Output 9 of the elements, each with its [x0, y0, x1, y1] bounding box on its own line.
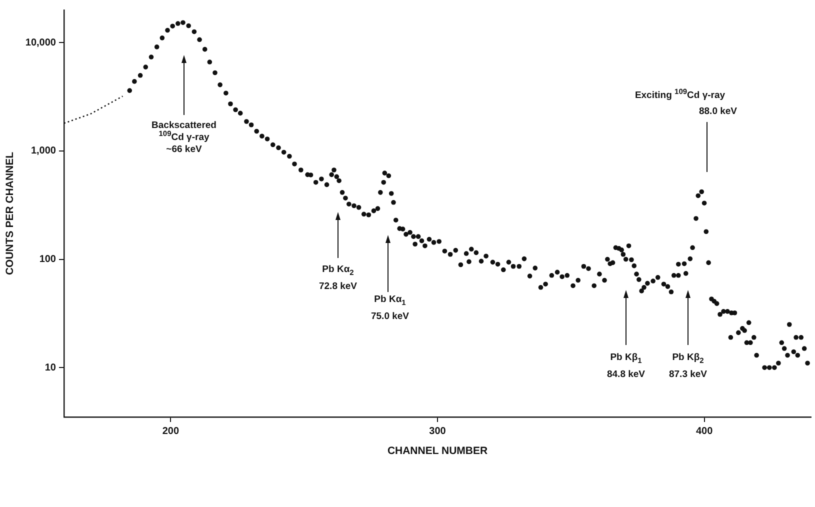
y-axis-title: COUNTS PER CHANNEL: [4, 151, 16, 276]
x-tick-label: 300: [429, 426, 446, 437]
y-tick-label: 10: [44, 362, 56, 374]
x-axis-title: CHANNEL NUMBER: [387, 445, 488, 457]
y-tick-label: 100: [39, 254, 56, 266]
x-tick-label: 400: [696, 426, 714, 437]
y-tick-label: 10,000: [25, 37, 56, 48]
x-tick-label: 200: [162, 426, 180, 437]
y-tick-label: 1,000: [30, 146, 56, 157]
